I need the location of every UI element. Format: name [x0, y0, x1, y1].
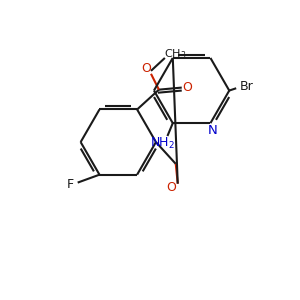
Text: N: N	[208, 124, 217, 136]
Text: F: F	[67, 178, 74, 191]
Text: O: O	[141, 62, 151, 75]
Text: O: O	[183, 81, 193, 94]
Text: CH$_3$: CH$_3$	[164, 47, 186, 61]
Text: Br: Br	[240, 80, 254, 93]
Text: O: O	[166, 181, 176, 194]
Text: NH$_2$: NH$_2$	[150, 135, 176, 151]
